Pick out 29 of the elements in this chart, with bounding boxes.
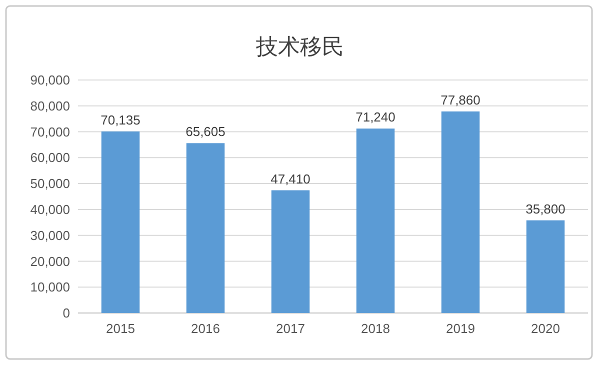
bar: [526, 220, 565, 313]
data-label: 47,410: [270, 171, 310, 186]
x-tick-label: 2015: [106, 321, 135, 336]
data-label: 77,860: [440, 92, 480, 108]
data-label: 70,135: [100, 112, 140, 128]
bar: [356, 128, 395, 313]
y-tick-label: 40,000: [30, 202, 70, 217]
data-label: 35,800: [526, 201, 566, 216]
y-tick-label: 30,000: [30, 228, 70, 243]
y-tick-label: 90,000: [30, 72, 70, 88]
y-tick-label: 80,000: [30, 98, 70, 114]
x-tick-label: 2016: [191, 321, 220, 336]
bar: [101, 131, 140, 313]
data-label: 65,605: [186, 124, 226, 140]
x-tick-label: 2018: [361, 321, 390, 336]
bar: [186, 143, 225, 313]
y-tick-label: 60,000: [30, 150, 70, 166]
y-tick-label: 0: [62, 306, 70, 321]
y-tick-label: 70,000: [30, 124, 70, 140]
y-tick-label: 10,000: [30, 280, 70, 295]
data-label: 71,240: [356, 110, 396, 125]
x-tick-label: 2017: [276, 321, 305, 336]
y-tick-label: 50,000: [30, 176, 70, 192]
x-tick-label: 2019: [446, 321, 475, 336]
bar: [441, 111, 480, 313]
x-tick-label: 2020: [531, 321, 560, 336]
chart-title: 技术移民: [255, 35, 344, 60]
bar: [271, 190, 310, 313]
y-tick-label: 20,000: [30, 254, 70, 269]
